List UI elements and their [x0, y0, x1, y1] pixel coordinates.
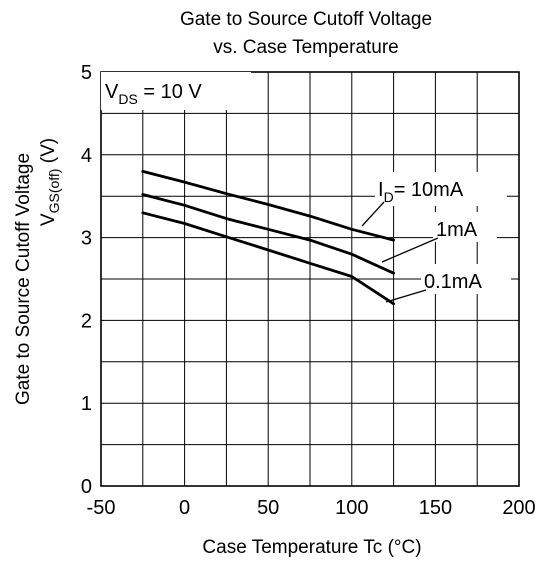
series-label-background: [375, 172, 507, 206]
x-tick-label: 0: [179, 497, 190, 519]
x-tick-labels: -50 0 50 100 150 200: [87, 497, 536, 519]
x-tick-label: -50: [87, 497, 116, 519]
chart-title-line-1: Gate to Source Cutoff Voltage: [180, 9, 432, 30]
y-tick-label: 5: [81, 62, 92, 84]
y-axis-symbol: V: [38, 213, 59, 226]
series-line-10mA: [141, 170, 395, 242]
condition-label: VDS = 10 V: [101, 72, 251, 110]
x-tick-label: 50: [257, 497, 279, 519]
series-line-1mA: [141, 193, 395, 275]
series-labels: ID= 10mA 1mA 0.1mA: [361, 172, 511, 303]
data-series: [141, 170, 395, 306]
series-label-1mA: 1mA: [436, 219, 478, 241]
chart-title: Gate to Source Cutoff Voltage vs. Case T…: [180, 9, 432, 58]
series-label-0.1mA: 0.1mA: [424, 271, 482, 293]
y-tick-label: 1: [81, 393, 92, 415]
chart-title-line-2: vs. Case Temperature: [213, 37, 399, 58]
series-leader-line: [381, 237, 439, 263]
x-axis-label: Case Temperature Tc (°C): [202, 537, 421, 558]
condition-subscript: DS: [118, 91, 137, 107]
y-tick-label: 4: [81, 145, 92, 167]
series-leader-line: [361, 201, 385, 227]
series-label-value: = 10mA: [394, 179, 464, 201]
y-axis-subscript: GS(off): [46, 169, 62, 214]
condition-symbol: V: [105, 81, 119, 103]
series-label-subscript: D: [384, 189, 394, 205]
series-line-0.1mA: [141, 211, 395, 306]
series-leader-line: [385, 289, 427, 303]
y-axis-label-line-1: Gate to Source Cutoff Voltage: [13, 153, 34, 405]
series-label-10mA: ID= 10mA: [378, 179, 464, 205]
y-axis-label-line-2: VGS(off) (V): [38, 138, 62, 226]
y-tick-label: 2: [81, 310, 92, 332]
series-label-symbol: I: [378, 179, 384, 201]
x-tick-label: 150: [419, 497, 452, 519]
svg-text:VDS = 10 V: VDS = 10 V: [105, 81, 202, 107]
series-label-background: [421, 264, 511, 294]
y-tick-label: 0: [81, 476, 92, 498]
y-axis-unit: (V): [38, 138, 59, 169]
x-tick-label: 100: [335, 497, 368, 519]
y-tick-labels: 0 1 2 3 4 5: [81, 62, 92, 498]
condition-value: = 10 V: [138, 81, 203, 103]
y-axis-label: Gate to Source Cutoff Voltage VGS(off) (V…: [13, 138, 62, 405]
plot-frame: [100, 71, 520, 487]
series-label-background: [433, 212, 497, 242]
x-tick-label: 200: [502, 497, 535, 519]
y-tick-label: 3: [81, 228, 92, 250]
